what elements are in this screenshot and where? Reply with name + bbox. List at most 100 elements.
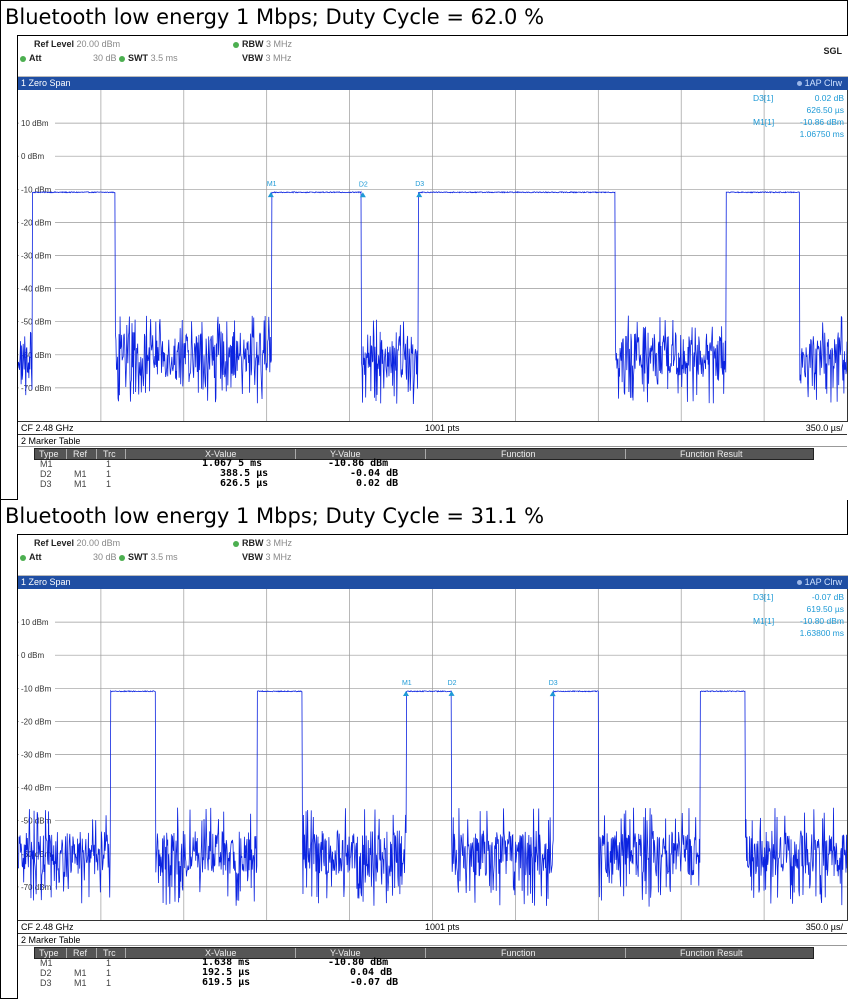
row-x-value: 1.638 ms bbox=[202, 957, 251, 968]
y-tick-bg bbox=[19, 881, 55, 892]
y-tick-label: -50 dBm bbox=[21, 318, 52, 327]
marker-table-header: Type Ref Trc X-Value Y-Value Function Fu… bbox=[34, 448, 814, 460]
marker-readout: D3[1] 0.02 dB 626.50 µs M1[1] -10.86 dBm 1.06… bbox=[753, 93, 844, 139]
swt-value: 3.5 ms bbox=[150, 552, 178, 562]
marker-label: M1 bbox=[267, 181, 277, 188]
trace-1 bbox=[18, 689, 847, 907]
marker-table-title: 2 Marker Table bbox=[18, 435, 847, 447]
readout-text: -10.80 dBm bbox=[800, 616, 844, 626]
window-title-bar: 1 Zero Span 1AP Clrw bbox=[18, 77, 848, 90]
panel-duty-31: Bluetooth low energy 1 Mbps; Duty Cycle … bbox=[1, 500, 848, 999]
col-y-value: Y-Value bbox=[330, 449, 361, 459]
row-ref: M1 bbox=[74, 469, 87, 479]
row-ref: M1 bbox=[74, 978, 87, 988]
readout-text: 1.63800 ms bbox=[800, 628, 844, 638]
marker-triangle-icon[interactable] bbox=[402, 690, 409, 696]
swt-label: SWT bbox=[128, 53, 149, 63]
col-type: Type bbox=[39, 449, 59, 459]
att-label: Att bbox=[29, 53, 42, 63]
plot-grid bbox=[18, 589, 847, 920]
col-y-value: Y-Value bbox=[330, 948, 361, 958]
row-trc: 1 bbox=[106, 479, 112, 489]
y-tick-label: -40 dBm bbox=[21, 784, 52, 793]
y-tick-bg bbox=[19, 118, 55, 129]
table-row: D3 M1 1 626.5 µs 0.02 dB bbox=[18, 478, 847, 490]
marker-label: D2 bbox=[359, 181, 368, 188]
trace-plot: 10 dBm 0 dBm -10 dBm -20 dBm -30 dBm -40 dBm -… bbox=[18, 90, 847, 421]
vbw-label: VBW bbox=[242, 53, 263, 63]
rbw-value: 3 MHz bbox=[266, 39, 293, 49]
marker-triangle-icon[interactable] bbox=[448, 690, 455, 696]
sweep-mode-badge: SGL bbox=[823, 46, 842, 56]
col-separator bbox=[96, 948, 97, 958]
center-frequency: CF 2.48 GHz bbox=[21, 423, 74, 433]
row-y-value: 0.04 dB bbox=[350, 967, 393, 978]
marker-triangle-icon[interactable] bbox=[267, 192, 274, 198]
row-x-value: 619.5 µs bbox=[202, 977, 251, 988]
y-tick-label: -20 dBm bbox=[21, 717, 52, 726]
rbw-label: RBW bbox=[242, 538, 264, 548]
sweep-points: 1001 pts bbox=[425, 922, 460, 932]
readout-text: D3[1] bbox=[753, 592, 773, 602]
row-x-value: 192.5 µs bbox=[202, 967, 251, 978]
trace-line bbox=[18, 689, 847, 907]
y-tick-label: 0 dBm bbox=[21, 152, 44, 161]
status-dot-icon bbox=[20, 554, 26, 561]
header-divider bbox=[18, 76, 848, 77]
y-tick-bg bbox=[19, 250, 55, 261]
col-trc: Trc bbox=[103, 948, 116, 958]
rbw-value: 3 MHz bbox=[266, 538, 293, 548]
marker-triangle-icon[interactable] bbox=[549, 691, 556, 697]
panel-duty-62: Bluetooth low energy 1 Mbps; Duty Cycle … bbox=[1, 1, 848, 500]
panel-caption: Bluetooth low energy 1 Mbps; Duty Cycle … bbox=[5, 504, 545, 528]
trace-indicator-icon bbox=[796, 580, 802, 586]
plot-area: 10 dBm 0 dBm -10 dBm -20 dBm -30 dBm -40 dBm -… bbox=[18, 589, 848, 921]
y-tick-bg bbox=[19, 151, 55, 162]
marker-triangle-icon[interactable] bbox=[359, 192, 366, 198]
table-row: D3 M1 1 619.5 µs -0.07 dB bbox=[18, 977, 847, 989]
readout-text: 1.06750 ms bbox=[800, 129, 844, 139]
col-x-value: X-Value bbox=[205, 449, 237, 459]
row-y-value: 0.02 dB bbox=[356, 478, 399, 489]
y-tick-bg bbox=[19, 217, 55, 228]
att-value: 30 dB bbox=[93, 53, 117, 63]
readout-text: -10.86 dBm bbox=[800, 117, 844, 127]
ref-level-label: Ref Level bbox=[34, 39, 75, 49]
col-trc: Trc bbox=[103, 449, 116, 459]
row-trc: 1 bbox=[106, 958, 112, 968]
time-per-division: 350.0 µs/ bbox=[805, 922, 843, 932]
y-tick-label: -60 dBm bbox=[21, 850, 52, 859]
row-y-value: -10.86 dBm bbox=[328, 458, 389, 469]
settings-header: Ref Level 20.00 dBm RBW 3 MHz Att 30 dB … bbox=[18, 535, 848, 580]
col-separator bbox=[96, 449, 97, 459]
rbw-label: RBW bbox=[242, 39, 264, 49]
col-function-result: Function Result bbox=[680, 449, 743, 459]
marker-triangle-icon[interactable] bbox=[416, 192, 423, 198]
col-separator bbox=[295, 449, 296, 459]
center-frequency: CF 2.48 GHz bbox=[21, 922, 74, 932]
col-separator bbox=[625, 449, 626, 459]
row-type: M1 bbox=[40, 958, 53, 968]
readout-text: M1[1] bbox=[753, 117, 774, 127]
readout-text: D3[1] bbox=[753, 93, 773, 103]
trace-1 bbox=[18, 190, 847, 405]
row-x-value: 626.5 µs bbox=[220, 478, 269, 489]
row-x-value: 388.5 µs bbox=[220, 468, 269, 479]
row-y-value: -10.80 dBm bbox=[328, 957, 389, 968]
status-dot-icon bbox=[233, 540, 239, 547]
col-type: Type bbox=[39, 948, 59, 958]
table-row: D2 M1 1 388.5 µs -0.04 dB bbox=[18, 468, 847, 480]
row-trc: 1 bbox=[106, 469, 112, 479]
table-row: M1 1 1.638 ms -10.80 dBm bbox=[18, 957, 847, 969]
y-tick-bg bbox=[19, 749, 55, 760]
col-separator bbox=[625, 948, 626, 958]
y-tick-bg bbox=[19, 683, 55, 694]
plot-area: 10 dBm 0 dBm -10 dBm -20 dBm -30 dBm -40 dBm -… bbox=[18, 90, 848, 422]
y-tick-label: -10 dBm bbox=[21, 684, 52, 693]
col-separator bbox=[425, 948, 426, 958]
y-axis-ticks: 10 dBm 0 dBm -10 dBm -20 dBm -30 dBm -40 dBm -… bbox=[19, 118, 55, 393]
row-y-value: -0.04 dB bbox=[350, 468, 399, 479]
y-tick-label: -60 dBm bbox=[21, 351, 52, 360]
y-tick-label: -30 dBm bbox=[21, 252, 52, 261]
y-tick-label: 0 dBm bbox=[21, 651, 44, 660]
